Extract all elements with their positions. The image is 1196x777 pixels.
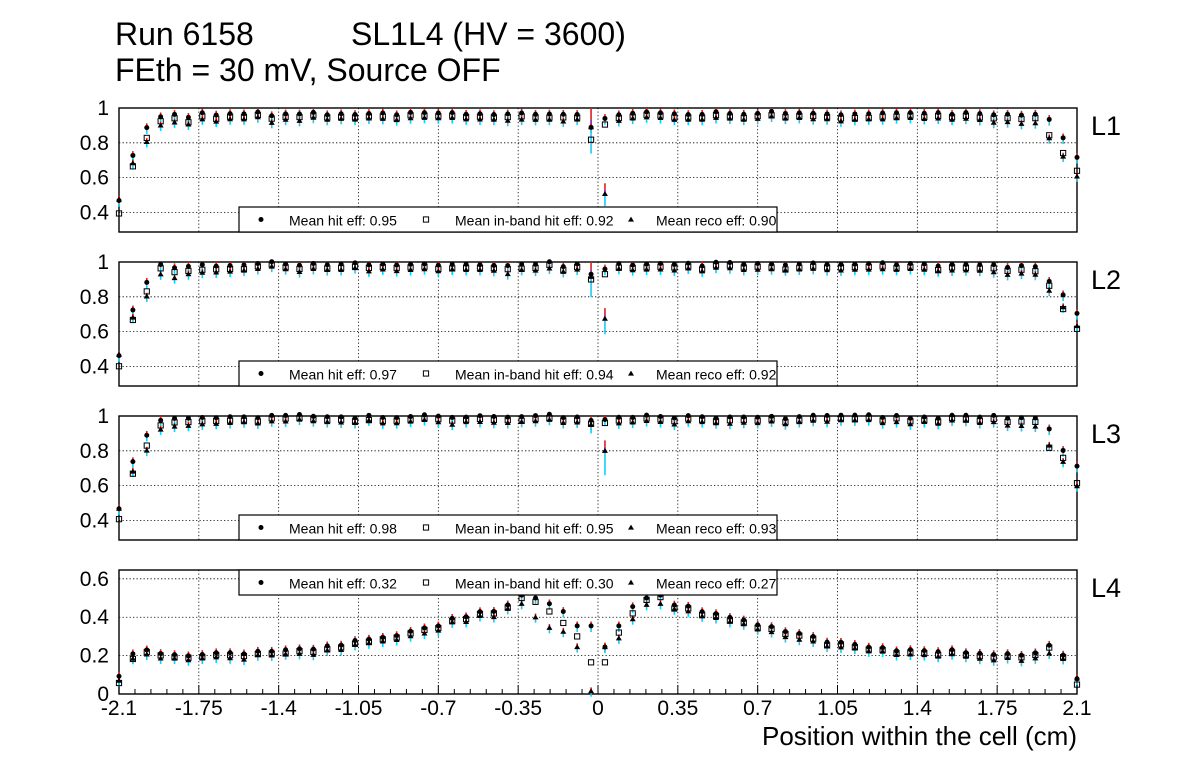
svg-text:L1: L1 <box>1091 111 1121 141</box>
svg-text:0.2: 0.2 <box>80 645 109 668</box>
svg-text:2.1: 2.1 <box>1062 697 1091 720</box>
svg-text:0.8: 0.8 <box>80 132 109 155</box>
svg-text:-2.1: -2.1 <box>101 697 137 720</box>
svg-text:Mean hit eff: 0.97: Mean hit eff: 0.97 <box>289 367 397 383</box>
svg-text:Mean hit eff: 0.95: Mean hit eff: 0.95 <box>289 213 397 229</box>
svg-text:SL1L4 (HV = 3600): SL1L4 (HV = 3600) <box>351 16 626 52</box>
svg-text:-1.75: -1.75 <box>175 697 223 720</box>
svg-text:0.4: 0.4 <box>80 509 110 532</box>
svg-text:Mean in-band hit eff: 0.94: Mean in-band hit eff: 0.94 <box>455 367 614 383</box>
svg-text:1: 1 <box>97 97 109 120</box>
svg-text:-1.4: -1.4 <box>261 697 298 720</box>
svg-text:0.6: 0.6 <box>80 321 109 344</box>
svg-text:-0.7: -0.7 <box>420 697 456 720</box>
svg-text:L3: L3 <box>1091 419 1121 449</box>
svg-text:0.6: 0.6 <box>80 475 109 498</box>
svg-text:1: 1 <box>97 405 109 428</box>
svg-text:1.4: 1.4 <box>903 697 933 720</box>
svg-text:Mean reco eff: 0.90: Mean reco eff: 0.90 <box>656 213 777 229</box>
svg-text:Mean reco eff: 0.93: Mean reco eff: 0.93 <box>656 521 777 537</box>
svg-text:0.4: 0.4 <box>80 606 110 629</box>
svg-text:L2: L2 <box>1091 265 1121 295</box>
svg-text:-0.35: -0.35 <box>494 697 542 720</box>
svg-text:Mean hit eff: 0.32: Mean hit eff: 0.32 <box>289 576 397 592</box>
svg-text:0.8: 0.8 <box>80 440 109 463</box>
svg-text:Mean in-band hit eff: 0.95: Mean in-band hit eff: 0.95 <box>455 521 614 537</box>
svg-text:Mean hit eff: 0.98: Mean hit eff: 0.98 <box>289 521 397 537</box>
svg-text:0.6: 0.6 <box>80 568 109 591</box>
svg-text:0.6: 0.6 <box>80 167 109 190</box>
svg-text:Mean reco eff: 0.92: Mean reco eff: 0.92 <box>656 367 777 383</box>
svg-text:Position within the cell (cm): Position within the cell (cm) <box>762 721 1077 751</box>
svg-text:Mean in-band hit eff: 0.30: Mean in-band hit eff: 0.30 <box>455 576 614 592</box>
svg-text:0.7: 0.7 <box>743 697 772 720</box>
svg-text:0: 0 <box>592 697 604 720</box>
svg-text:0.4: 0.4 <box>80 355 110 378</box>
svg-text:L4: L4 <box>1091 573 1121 603</box>
svg-text:1: 1 <box>97 251 109 274</box>
svg-text:Run 6158: Run 6158 <box>115 16 254 52</box>
svg-text:-1.05: -1.05 <box>335 697 383 720</box>
svg-text:1.75: 1.75 <box>977 697 1018 720</box>
svg-text:0.8: 0.8 <box>80 286 109 309</box>
svg-text:Mean in-band hit eff: 0.92: Mean in-band hit eff: 0.92 <box>455 213 614 229</box>
svg-text:Mean reco eff: 0.27: Mean reco eff: 0.27 <box>656 576 777 592</box>
svg-text:1.05: 1.05 <box>817 697 858 720</box>
svg-text:0.35: 0.35 <box>657 697 698 720</box>
svg-text:0.4: 0.4 <box>80 201 110 224</box>
svg-text:FEth = 30 mV, Source OFF: FEth = 30 mV, Source OFF <box>115 52 501 88</box>
